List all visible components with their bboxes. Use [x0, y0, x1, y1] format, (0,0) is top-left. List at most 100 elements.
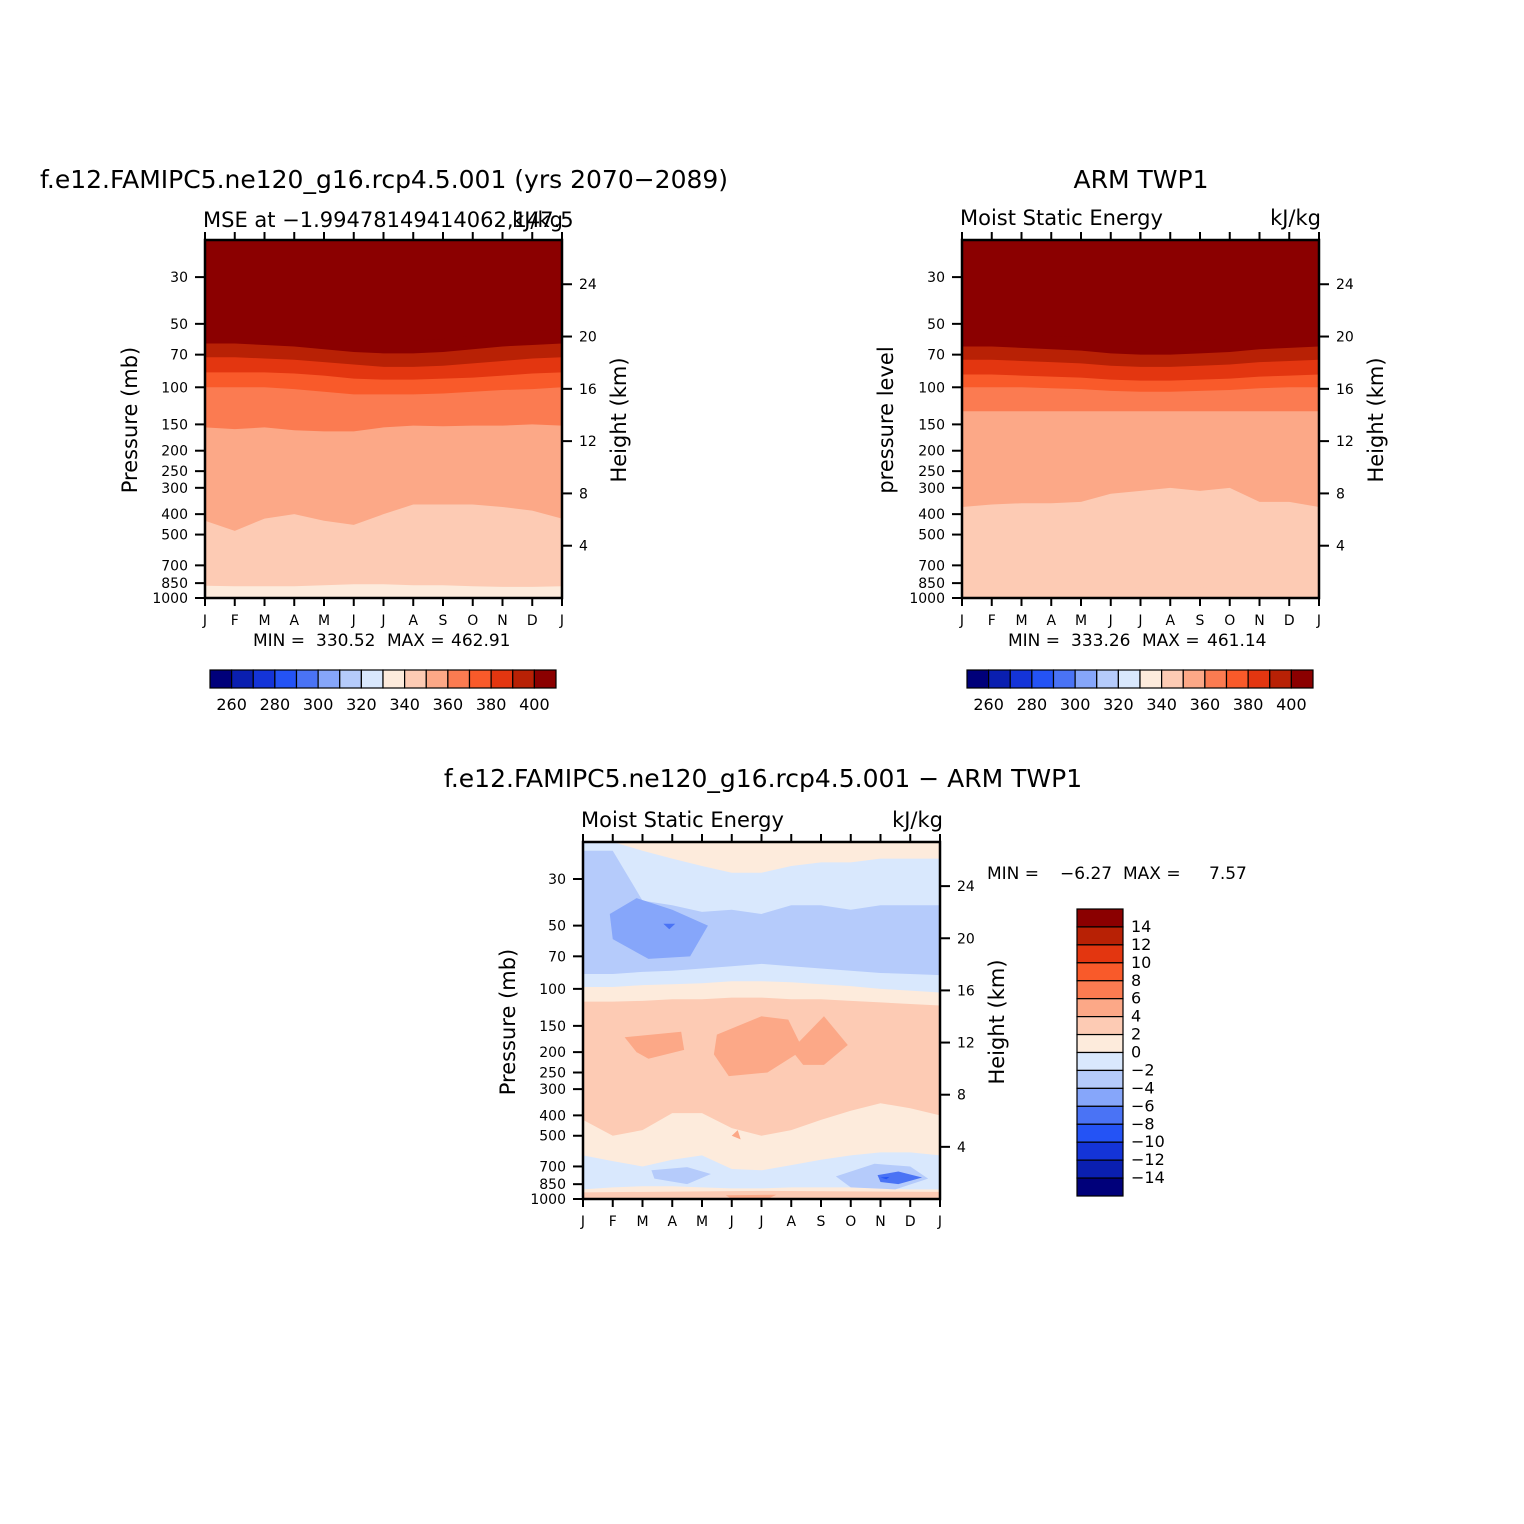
panel1-y-tick-label: 30 [170, 270, 188, 286]
panel2-y-tick-label: 100 [918, 380, 945, 396]
panel1-colorbar-box [425, 669, 449, 689]
panel3-colorbar-label: 10 [1131, 953, 1151, 972]
panel1-max-value: 462.91 [451, 631, 510, 651]
panel3-y-right-tick-label: 4 [957, 1140, 966, 1156]
panel3-colorbar-label: 0 [1131, 1043, 1141, 1062]
panel2-colorbar-label: 260 [973, 695, 1004, 714]
panel1-colorbar-label: 380 [476, 695, 507, 714]
panel1-x-tick-label: A [289, 613, 299, 629]
panel2-right-string: kJ/kg [1270, 206, 1321, 230]
panel3-blob-4-6-east [791, 1016, 848, 1065]
panel2-y-tick-label: 50 [927, 317, 945, 333]
panel3-colorbar-label: 14 [1131, 917, 1151, 936]
panel3-y-tick-label: 30 [548, 872, 566, 888]
panel2-y-tick-label: 300 [918, 481, 945, 497]
panel2-contour-band [962, 240, 1319, 343]
panel3-colorbar-box [1076, 1051, 1124, 1072]
panel2-colorbar-box [1247, 669, 1271, 689]
panel1-y-tick-label: 250 [161, 464, 188, 480]
panel3-y-right-tick-label: 8 [957, 1088, 966, 1104]
panel1-colorbar-label: 280 [260, 695, 291, 714]
panel-model-mse: f.e12.FAMIPC5.ne120_g16.rcp4.5.001 (yrs … [40, 165, 728, 714]
panel2-colorbar-box [1117, 669, 1141, 689]
panel3-x-tick-label: M [636, 1214, 648, 1230]
panel1-x-tick-label: F [231, 613, 239, 629]
panel1-colorbar-label: 340 [389, 695, 420, 714]
panel3-max-value: 7.57 [1209, 864, 1247, 884]
panel1-ylabel-right: Height (km) [607, 357, 631, 482]
panel1-x-tick-label: D [527, 613, 538, 629]
panel2-colorbar-label: 300 [1060, 695, 1091, 714]
panel3-x-tick-label: J [580, 1214, 585, 1230]
panel1-colorbar-box [252, 669, 276, 689]
panel1-y-tick-label: 700 [161, 558, 188, 574]
panel3-y-right-tick-label: 24 [957, 879, 975, 895]
panel2-max-value: 461.14 [1207, 631, 1266, 651]
panel3-colorbar-label: −4 [1131, 1078, 1155, 1097]
panel3-colorbar-label: −6 [1131, 1096, 1155, 1115]
panel3-colorbar-box [1076, 1016, 1124, 1036]
panel1-colorbar-box [533, 669, 557, 689]
panel2-colorbar-box [1031, 669, 1055, 689]
panel2-x-tick-label: J [959, 613, 964, 629]
panel1-colorbar-label: 260 [216, 695, 247, 714]
panel1-colorbar-box [490, 669, 514, 689]
panel2-colorbar-box [988, 669, 1011, 689]
panel2-y-tick-label: 250 [918, 464, 945, 480]
panel3-colorbar-label: 12 [1131, 935, 1151, 954]
panel2-x-tick-label: J [1108, 613, 1113, 629]
panel3-y-right-tick-label: 20 [957, 931, 975, 947]
panel3-ylabel-right: Height (km) [985, 959, 1009, 1084]
panel1-colorbar-box [209, 669, 233, 689]
panel1-colorbar-box [339, 669, 362, 689]
panel3-title: f.e12.FAMIPC5.ne120_g16.rcp4.5.001 − ARM… [444, 764, 1082, 793]
panel1-colorbar-box [512, 669, 535, 689]
panel2-colorbar-box [966, 669, 990, 689]
panel3-colorbar-label: −14 [1131, 1168, 1165, 1187]
panel2-colorbar-box [1269, 669, 1292, 689]
panel1-x-tick-label: A [408, 613, 418, 629]
panel3-colorbar-label: −10 [1131, 1132, 1165, 1151]
panel3-y-tick-label: 400 [539, 1108, 566, 1124]
panel3-min-value: −6.27 [1060, 864, 1112, 884]
panel2-colorbar-box [1052, 669, 1076, 689]
panel2-colorbar-label: 340 [1146, 695, 1177, 714]
panel1-contour-band [205, 240, 562, 341]
panel3-blob-4-6-center [713, 1016, 804, 1077]
panel1-x-tick-label: J [202, 613, 207, 629]
panel1-y-tick-label: 500 [161, 528, 188, 544]
panel3-ylabel: Pressure (mb) [496, 949, 520, 1096]
panel1-colorbar-label: 300 [303, 695, 334, 714]
panel3-colorbar-box [1076, 908, 1124, 928]
panel2-min-value: 333.26 [1071, 631, 1130, 651]
panel3-colorbar-box [1076, 962, 1124, 982]
panel2-y-tick-label: 500 [918, 528, 945, 544]
panel2-colorbar-label: 280 [1017, 695, 1048, 714]
panel3-x-tick-label: N [875, 1214, 885, 1230]
panel3-y-right-tick-label: 12 [957, 1036, 975, 1052]
panel2-colorbar-label: 400 [1276, 695, 1307, 714]
panel3-x-tick-label: D [905, 1214, 916, 1230]
panel2-x-tick-label: O [1224, 613, 1235, 629]
panel2-y-right-tick-label: 24 [1336, 277, 1354, 293]
panel3-x-tick-label: F [609, 1214, 617, 1230]
panel3-colorbar-box [1076, 980, 1124, 1000]
panel1-x-tick-label: M [318, 613, 330, 629]
panel3-y-tick-label: 850 [539, 1177, 566, 1193]
panel3-colorbar-box [1076, 1177, 1124, 1197]
panel1-x-tick-label: J [351, 613, 356, 629]
panel1-colorbar-box [231, 669, 254, 689]
panel2-y-tick-label: 70 [927, 348, 945, 364]
panel1-max-label: MAX = [387, 631, 445, 651]
panel1-y-tick-label: 150 [161, 417, 188, 433]
panel2-y-right-tick-label: 16 [1336, 382, 1354, 398]
panel2-colorbar-box [1096, 669, 1119, 689]
panel2-colorbar-box [1074, 669, 1098, 689]
panel3-x-tick-label: S [817, 1214, 826, 1230]
panel1-x-tick-label: N [497, 613, 507, 629]
panel2-y-tick-label: 1000 [909, 591, 945, 607]
panel3-blob-neg6-neg4 [609, 898, 708, 959]
panel1-x-tick-label: M [258, 613, 270, 629]
panel1-y-tick-label: 850 [161, 576, 188, 592]
